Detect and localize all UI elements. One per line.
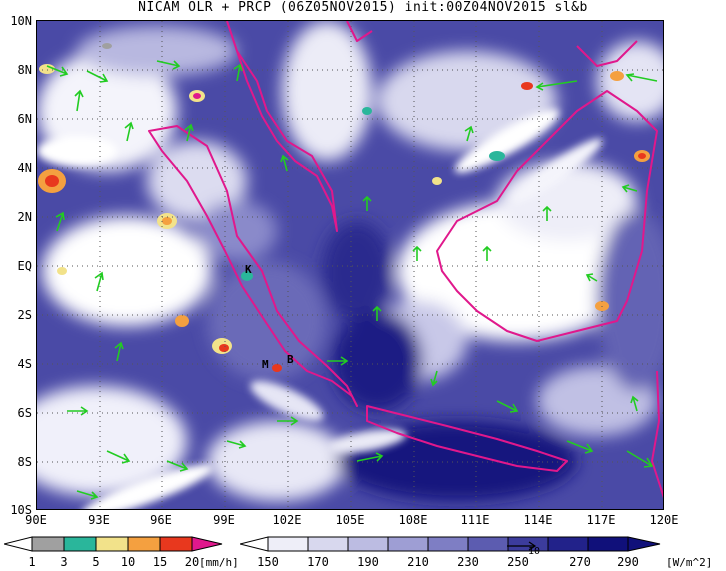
precip-unit: [mm/h] (199, 556, 239, 569)
place-label: M (262, 358, 269, 371)
olr-tick: 210 (407, 555, 429, 569)
olr-tick: 170 (307, 555, 329, 569)
lon-label: 117E (586, 513, 616, 527)
olr-tick: 270 (569, 555, 591, 569)
lat-label: 6N (17, 112, 32, 126)
lat-label: 8S (17, 455, 32, 469)
lat-label: EQ (17, 259, 32, 273)
precip-tick: 5 (92, 555, 100, 569)
olr-streaks (37, 109, 603, 509)
lon-label: 105E (335, 513, 365, 527)
olr-tick: 230 (457, 555, 479, 569)
precip-tick: 15 (152, 555, 168, 569)
lon-label: 96E (150, 513, 172, 527)
lon-label: 99E (213, 513, 235, 527)
olr-unit: [W/m^2] (666, 556, 713, 569)
olr-tick: 290 (617, 555, 639, 569)
lon-label: 114E (523, 513, 553, 527)
wind-reference-value: 10 (528, 546, 541, 557)
olr-tick: 190 (357, 555, 379, 569)
place-label: B (287, 353, 294, 366)
lat-label: 8N (17, 63, 32, 77)
precip-tick: 10 (120, 555, 136, 569)
lat-label: 10N (10, 14, 32, 28)
lon-label: 120E (649, 513, 679, 527)
precip-cells (38, 43, 650, 372)
lon-label: 111E (460, 513, 490, 527)
grid-lines (37, 21, 663, 509)
olr-field (37, 21, 663, 509)
lat-label: 4N (17, 161, 32, 175)
wind-vectors (46, 60, 658, 500)
olr-colorbar-swatches (240, 536, 661, 552)
map-title: NICAM OLR + PRCP (06Z05NOV2015) init:00Z… (138, 0, 588, 15)
place-label: K (245, 263, 252, 276)
precip-tick: 3 (60, 555, 68, 569)
lat-label: 2S (17, 308, 32, 322)
map-panel: K M B (36, 20, 664, 510)
lon-label: 90E (25, 513, 47, 527)
olr-tick: 250 (507, 555, 529, 569)
lat-label: 10S (10, 503, 32, 517)
lon-label: 108E (398, 513, 428, 527)
wind-reference-arrow (507, 541, 537, 551)
precip-tick: 1 (28, 555, 36, 569)
precip-colorbar-swatches (4, 536, 223, 552)
lon-label: 102E (272, 513, 302, 527)
lat-label: 6S (17, 406, 32, 420)
olr-tick: 150 (257, 555, 279, 569)
lat-label: 4S (17, 357, 32, 371)
lat-label: 2N (17, 210, 32, 224)
precip-tick: 20 (184, 555, 200, 569)
lon-label: 93E (88, 513, 110, 527)
coastlines (148, 21, 663, 499)
